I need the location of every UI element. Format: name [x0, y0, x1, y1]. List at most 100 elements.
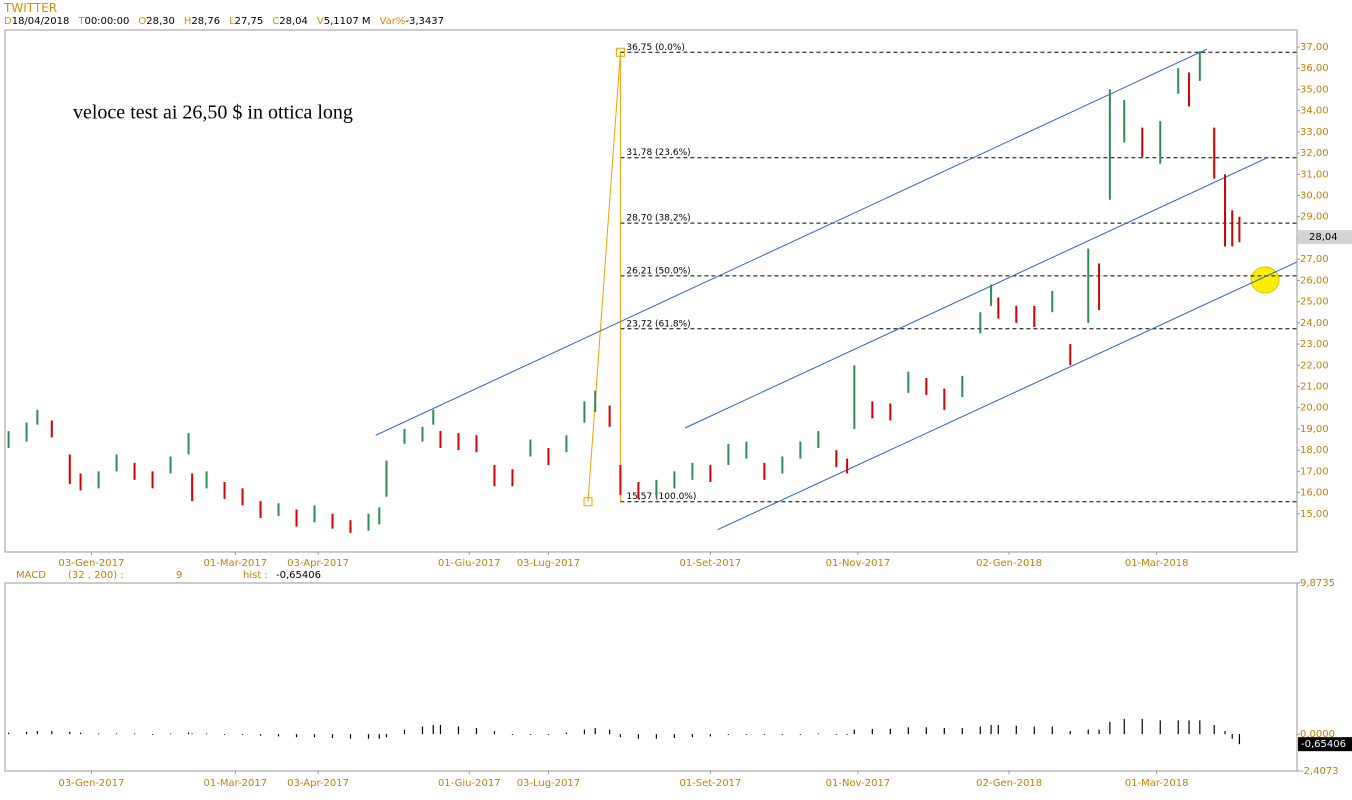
price-bar — [990, 284, 993, 306]
hist-bar — [889, 728, 891, 735]
hist-bar — [151, 734, 154, 735]
price-bar — [889, 403, 892, 421]
hist-bar — [205, 733, 208, 735]
price-bar — [637, 481, 640, 499]
quote-field: T00:00:00 — [78, 16, 129, 27]
quote-field: D18/04/2018 — [4, 16, 69, 27]
hist-bar — [990, 724, 992, 735]
quote-value: 28,30 — [146, 16, 175, 27]
macd-panel — [4, 582, 1298, 772]
price-bar — [594, 390, 597, 412]
quote-field: C28,04 — [272, 16, 308, 27]
hist-bar — [781, 734, 783, 735]
hist-bar — [331, 734, 334, 738]
price-bar — [583, 401, 586, 423]
hist-bar — [349, 734, 352, 739]
quote-key: V — [316, 16, 324, 27]
price-bar — [925, 378, 928, 395]
y-tick-label: 32,00 — [1300, 148, 1329, 159]
hist-bar — [727, 734, 729, 735]
price-bar — [403, 428, 406, 444]
macd-hist-name: hist : — [243, 570, 268, 581]
hist-bar — [7, 732, 10, 735]
quote-value: 27,75 — [234, 16, 264, 27]
hist-bar — [313, 734, 316, 738]
quote-field: Var%-3,3437 — [380, 16, 444, 27]
price-bar — [608, 405, 611, 427]
price-panel — [4, 29, 1298, 553]
price-bar — [1033, 305, 1036, 328]
price-bar — [421, 426, 424, 442]
x-tick-label: 03-Lug-2017 — [517, 778, 580, 789]
macd-params: (32 , 200) : — [68, 570, 124, 581]
price-bar — [7, 431, 10, 449]
fib-label: 31,78 (23.6%) — [626, 148, 690, 158]
y-tick-label: 26,00 — [1300, 275, 1329, 286]
hist-bar — [594, 728, 596, 735]
quote-field: H28,76 — [184, 16, 220, 27]
price-bar — [979, 312, 982, 334]
x-tick-label: 03-Apr-2017 — [287, 778, 349, 789]
price-bar — [1231, 210, 1234, 247]
x-tick-label: 01-Nov-2017 — [826, 778, 891, 789]
hist-bar — [1213, 724, 1215, 735]
x-tick-label: 01-Mar-2018 — [1125, 558, 1189, 569]
hist-bar — [1033, 726, 1035, 735]
price-bar — [1141, 127, 1144, 158]
quote-key: D — [4, 16, 12, 27]
hist-bar — [1177, 720, 1179, 735]
fib-label: 23,72 (61.8%) — [626, 319, 690, 329]
price-bar — [763, 462, 766, 480]
fib-handle — [615, 47, 625, 57]
price-bar — [205, 471, 208, 489]
hist-bar — [493, 731, 496, 735]
y-tick-label: 23,00 — [1300, 339, 1329, 350]
y-tick-label: 21,00 — [1300, 381, 1329, 392]
price-bar — [997, 297, 1000, 319]
hist-bar — [1188, 720, 1190, 735]
hist-bar — [1087, 729, 1089, 735]
price-bar — [799, 441, 802, 459]
last-price-label: 28,04 — [1309, 232, 1338, 243]
price-bar — [493, 465, 496, 487]
y-tick-label: 27,00 — [1300, 254, 1329, 265]
hist-bar — [547, 734, 550, 735]
price-bar — [151, 471, 154, 489]
y-tick-label: 37,00 — [1300, 42, 1329, 53]
quote-value: 28,04 — [279, 16, 308, 27]
price-bar — [565, 435, 568, 453]
price-bar — [313, 505, 316, 523]
x-tick-label: 02-Gen-2018 — [976, 558, 1042, 569]
price-bar — [1087, 248, 1090, 323]
price-bar — [691, 462, 694, 480]
y-tick-label: 31,00 — [1300, 169, 1329, 180]
price-bar — [853, 365, 856, 429]
hist-bar — [853, 729, 855, 735]
hist-bar — [36, 731, 38, 735]
price-bar — [331, 513, 334, 529]
trendline — [717, 261, 1298, 531]
hist-bar — [871, 728, 873, 735]
macd-hist-value: -0,65406 — [276, 570, 321, 581]
price-bar — [846, 458, 849, 474]
price-bar — [378, 507, 381, 525]
macd-title: MACD — [16, 570, 46, 581]
y-tick-label: 20,00 — [1300, 403, 1329, 414]
x-tick-label: 03-Gen-2017 — [58, 778, 124, 789]
x-tick-label: 03-Apr-2017 — [287, 558, 349, 569]
y-tick-label: 19,00 — [1300, 424, 1329, 435]
y-tick-label: 0,0000 — [1300, 729, 1335, 740]
hist-bar — [979, 726, 981, 735]
quote-key: T — [78, 16, 85, 27]
hist-bar — [115, 733, 118, 735]
hist-bar — [421, 726, 424, 735]
price-bar — [97, 471, 100, 489]
price-bar — [1098, 263, 1101, 311]
y-tick-label: -2,4073 — [1300, 766, 1339, 777]
price-bar — [655, 479, 658, 497]
hist-bar — [997, 724, 999, 735]
price-bar — [1177, 68, 1180, 94]
hist-bar — [835, 734, 837, 735]
y-tick-label: 15,00 — [1300, 509, 1329, 520]
hist-bar — [1159, 720, 1161, 735]
